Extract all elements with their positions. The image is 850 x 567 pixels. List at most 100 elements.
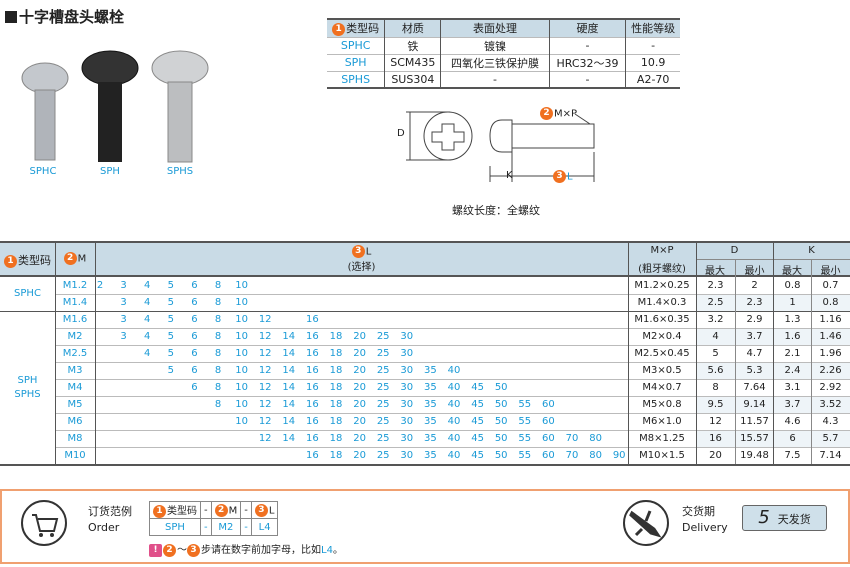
l-option: 45	[471, 382, 484, 393]
row-divider	[55, 328, 850, 329]
mxp-value: M10×1.5	[639, 450, 685, 461]
l-option: 3	[120, 314, 127, 325]
d-min-value: 19.48	[740, 450, 769, 461]
d-label: D	[397, 128, 405, 139]
l-option: 16	[306, 382, 319, 393]
k-min-value: 3.52	[819, 399, 842, 410]
l-option: 18	[329, 450, 343, 461]
k-min-value: 1.96	[819, 348, 842, 359]
l-option: 35	[424, 382, 437, 393]
mxp-value: M1.6×0.35	[634, 314, 690, 325]
l-option: 10	[235, 416, 248, 427]
l-option: 14	[282, 433, 296, 444]
d-min-value: 9.14	[743, 399, 766, 410]
l-option: 5	[167, 348, 174, 359]
l-option: 45	[471, 416, 484, 427]
column-divider	[55, 243, 56, 464]
column-divider	[811, 259, 812, 464]
l-option: 14	[282, 348, 296, 359]
row-divider	[55, 430, 850, 431]
delivery-label-en: Delivery	[682, 521, 728, 534]
m-size: M8	[67, 433, 83, 444]
airplane-icon	[623, 500, 669, 546]
table-row: SPHC 铁镀镍 - -	[327, 36, 680, 54]
d-max-value: 9.5	[707, 399, 724, 410]
k-max-value: 0.8	[784, 280, 801, 291]
header-d: D	[730, 245, 739, 256]
d-min-value: 15.57	[740, 433, 769, 444]
l-option: 20	[353, 365, 366, 376]
l-option: 16	[306, 416, 319, 427]
l-option: 18	[329, 348, 343, 359]
l-option: 12	[258, 416, 272, 427]
d-max-value: 5	[712, 348, 719, 359]
mxp-value: M2.5×0.45	[634, 348, 690, 359]
l-option: 30	[400, 416, 414, 427]
d-max-value: 5.6	[707, 365, 724, 376]
header-min: 最小	[820, 266, 841, 277]
page-title: 十字槽盘头螺栓	[5, 6, 124, 27]
table-row: SPH SCM435 四氧化三铁保护膜 HRC32～39 10.9	[327, 53, 680, 71]
header-mxp-sub: (粗牙螺纹)	[638, 264, 686, 275]
l-option: 18	[329, 433, 343, 444]
l-option: 40	[447, 416, 461, 427]
l-option: 30	[400, 331, 414, 342]
l-option: 6	[191, 382, 198, 393]
column-divider	[735, 259, 736, 464]
table-row: SPHS SUS304- - A2-70	[327, 70, 680, 88]
l-option: 8	[214, 348, 222, 359]
l-option: 4	[144, 331, 151, 342]
column-divider	[696, 243, 697, 464]
order-example-table: 1 类型码 -2 M -3 L SPH - M2- L4	[149, 501, 279, 536]
m-size: M4	[67, 382, 83, 393]
l-option: 2	[96, 280, 104, 291]
l-option: 10	[235, 382, 248, 393]
thread-note: 螺纹长度：全螺纹	[452, 204, 540, 217]
l-option: 30	[400, 365, 414, 376]
k-max-value: 1	[789, 297, 796, 308]
k-min-value: 1.46	[819, 331, 842, 342]
m-size: M1.6	[62, 314, 88, 325]
l-option: 3	[120, 280, 127, 291]
header-max: 最大	[705, 266, 725, 277]
l-option: 14	[282, 382, 296, 393]
l-option: 3	[120, 297, 127, 308]
l-option: 6	[191, 365, 198, 376]
delivery-label: 交货期	[682, 505, 715, 518]
header-k: K	[808, 245, 815, 256]
l-option: 6	[191, 331, 198, 342]
row-divider	[55, 413, 850, 414]
l-option: 25	[376, 382, 390, 393]
mxp-value: M5×0.8	[642, 399, 682, 410]
l-option: 16	[306, 433, 319, 444]
header-mxp: M×P	[650, 245, 674, 256]
mxp-label: 2 M×P	[540, 107, 577, 120]
mxp-value: M4×0.7	[642, 382, 682, 393]
l-option: 60	[542, 433, 555, 444]
k-max-value: 1.6	[784, 331, 801, 342]
d-min-value: 3.7	[746, 331, 763, 342]
screw-label: SPHS	[166, 166, 194, 177]
l-option: 70	[565, 433, 579, 444]
screw-sphs-image	[151, 50, 209, 163]
l-option: 50	[494, 433, 508, 444]
screw-dimension-diagram	[406, 111, 595, 182]
l-option: 8	[214, 314, 222, 325]
m-size: M2	[67, 331, 83, 342]
l-option: 6	[191, 280, 198, 291]
l-option: 5	[167, 314, 174, 325]
l-option: 50	[494, 399, 508, 410]
type-code-label: SPHC	[14, 288, 41, 299]
l-option: 5	[167, 331, 174, 342]
l-option: 45	[471, 399, 484, 410]
l-option: 3	[120, 331, 127, 342]
row-divider	[55, 294, 850, 295]
k-max-value: 4.6	[784, 416, 801, 427]
mxp-value: M6×1.0	[642, 416, 682, 427]
order-label-en: Order	[88, 521, 120, 534]
l-option: 10	[235, 348, 248, 359]
l-option: 16	[306, 314, 319, 325]
mxp-value: M2×0.4	[642, 331, 682, 342]
type-code: SPH SPHS	[0, 374, 55, 402]
